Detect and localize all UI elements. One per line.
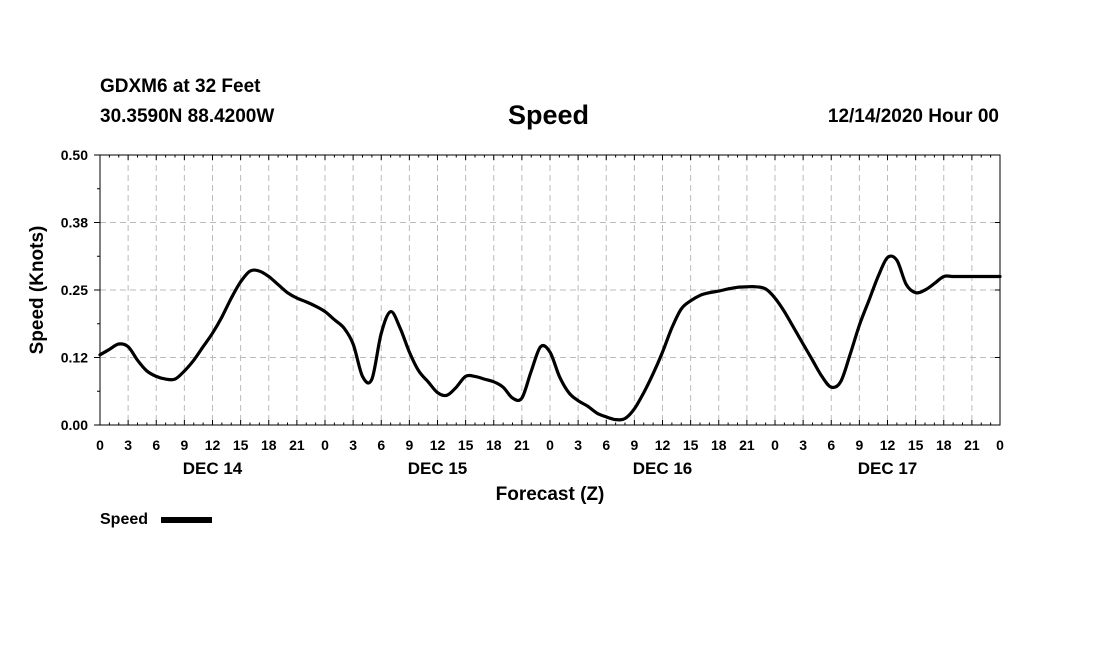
x-tick-label: 6 (152, 437, 160, 453)
x-tick-label: 3 (799, 437, 807, 453)
x-tick-label: 9 (405, 437, 413, 453)
x-tick-label: 0 (321, 437, 329, 453)
x-tick-label: 0 (546, 437, 554, 453)
day-label: DEC 16 (633, 459, 693, 478)
x-axis-label: Forecast (Z) (496, 484, 605, 505)
x-tick-label: 0 (96, 437, 104, 453)
x-tick-label: 12 (205, 437, 221, 453)
x-tick-label: 0 (996, 437, 1004, 453)
plot-frame (99, 154, 1001, 426)
x-tick-label: 9 (855, 437, 863, 453)
forecast-run-time: 12/14/2020 Hour 00 (827, 106, 999, 127)
x-tick-label: 21 (514, 437, 530, 453)
day-label: DEC 14 (183, 459, 243, 478)
x-tick-label: 3 (574, 437, 582, 453)
x-tick-label: 12 (430, 437, 446, 453)
speed-series-line (98, 254, 1002, 422)
legend-swatch (161, 517, 212, 523)
x-tick-label: 9 (630, 437, 638, 453)
grid-lines (100, 155, 1000, 425)
y-axis-label: Speed (Knots) (27, 226, 48, 355)
x-tick-label: 9 (180, 437, 188, 453)
x-tick-label: 18 (261, 437, 277, 453)
x-tick-label: 18 (936, 437, 952, 453)
x-tick-label: 6 (602, 437, 610, 453)
x-tick-label: 12 (655, 437, 671, 453)
day-label: DEC 15 (408, 459, 468, 478)
x-tick-label: 6 (377, 437, 385, 453)
station-name: GDXM6 at 32 Feet (100, 76, 261, 97)
x-tick-label: 0 (771, 437, 779, 453)
x-tick-label: 18 (711, 437, 727, 453)
y-tick-label: 0.00 (61, 417, 88, 433)
y-tick-label: 0.12 (61, 350, 88, 366)
station-coordinates: 30.3590N 88.4200W (100, 106, 275, 127)
x-tick-label: 21 (739, 437, 755, 453)
x-tick-label: 15 (458, 437, 474, 453)
x-tick-label: 12 (880, 437, 896, 453)
day-label: DEC 17 (858, 459, 918, 478)
legend-label: Speed (100, 511, 148, 528)
x-tick-label: 15 (908, 437, 924, 453)
x-tick-label: 3 (124, 437, 132, 453)
x-tick-label: 3 (349, 437, 357, 453)
x-tick-label: 15 (683, 437, 699, 453)
chart-title: Speed (508, 100, 590, 130)
x-tick-label: 6 (827, 437, 835, 453)
y-tick-label: 0.38 (61, 215, 88, 231)
y-tick-label: 0.50 (61, 147, 88, 163)
x-tick-label: 18 (486, 437, 502, 453)
y-tick-label: 0.25 (61, 282, 88, 298)
x-tick-label: 21 (289, 437, 305, 453)
x-tick-label: 15 (233, 437, 249, 453)
x-tick-label: 21 (964, 437, 980, 453)
axis-tick-labels: 0 3 6 9 12 15 18 21 0 3 6 9 12 15 18 21 0 3 6 9 12 15 18 21 0 3 6 9… (61, 147, 1004, 478)
